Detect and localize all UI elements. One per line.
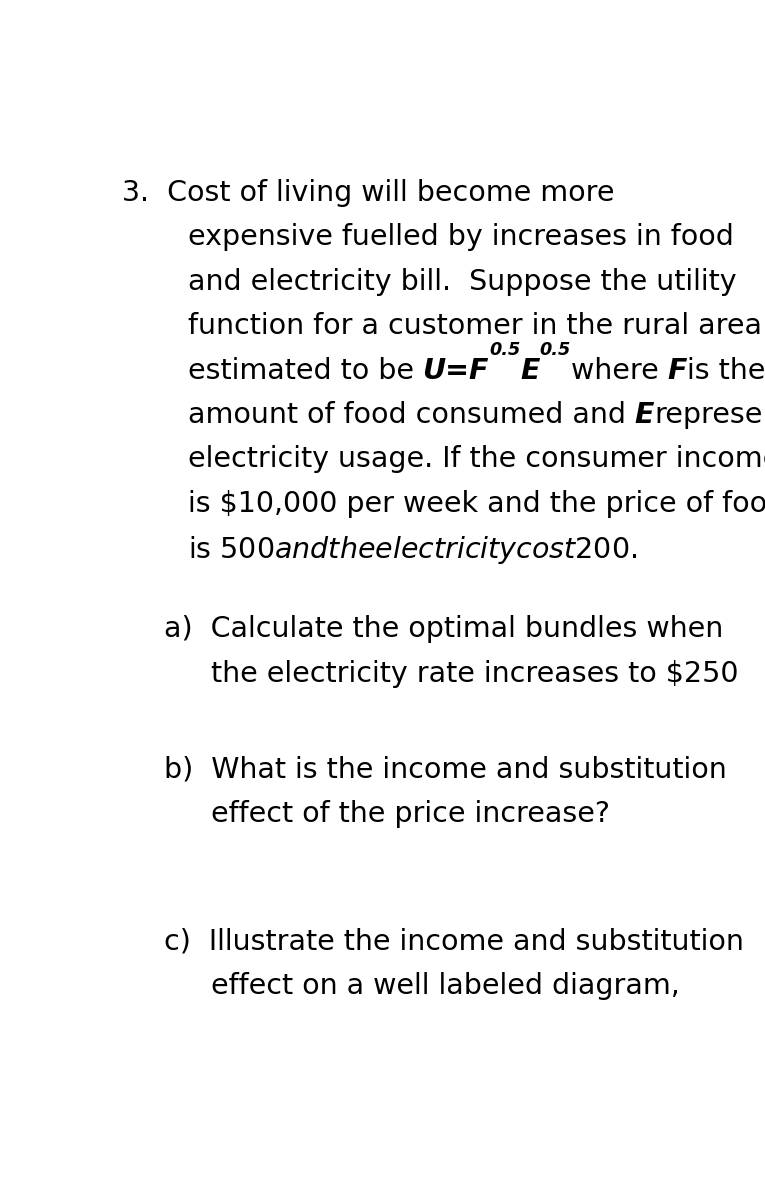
Text: E: E — [520, 356, 540, 384]
Text: represent: represent — [654, 401, 765, 428]
Text: c)  Illustrate the income and substitution: c) Illustrate the income and substitutio… — [164, 928, 744, 955]
Text: amount of food consumed and: amount of food consumed and — [187, 401, 634, 428]
Text: 3.  Cost of living will become more: 3. Cost of living will become more — [122, 179, 615, 208]
Text: is the: is the — [687, 356, 765, 384]
Text: 0.5: 0.5 — [489, 341, 520, 359]
Text: is $10,000 per week and the price of food: is $10,000 per week and the price of foo… — [187, 490, 765, 517]
Text: where: where — [571, 356, 668, 384]
Text: U=F: U=F — [422, 356, 489, 384]
Text: is $500 and the electricity cost $200.: is $500 and the electricity cost $200. — [187, 534, 636, 566]
Text: estimated to be: estimated to be — [187, 356, 422, 384]
Text: F: F — [668, 356, 687, 384]
Text: b)  What is the income and substitution: b) What is the income and substitution — [164, 756, 727, 784]
Text: and electricity bill.  Suppose the utility: and electricity bill. Suppose the utilit… — [187, 268, 736, 296]
Text: E: E — [634, 401, 654, 428]
Text: effect on a well labeled diagram,: effect on a well labeled diagram, — [211, 972, 680, 1000]
Text: effect of the price increase?: effect of the price increase? — [211, 800, 610, 828]
Text: expensive fuelled by increases in food: expensive fuelled by increases in food — [187, 223, 734, 252]
Text: electricity usage. If the consumer income: electricity usage. If the consumer incom… — [187, 445, 765, 473]
Text: 0.5: 0.5 — [540, 341, 571, 359]
Text: a)  Calculate the optimal bundles when: a) Calculate the optimal bundles when — [164, 616, 723, 643]
Text: function for a customer in the rural area is: function for a customer in the rural are… — [187, 312, 765, 340]
Text: the electricity rate increases to $250: the electricity rate increases to $250 — [211, 660, 739, 688]
